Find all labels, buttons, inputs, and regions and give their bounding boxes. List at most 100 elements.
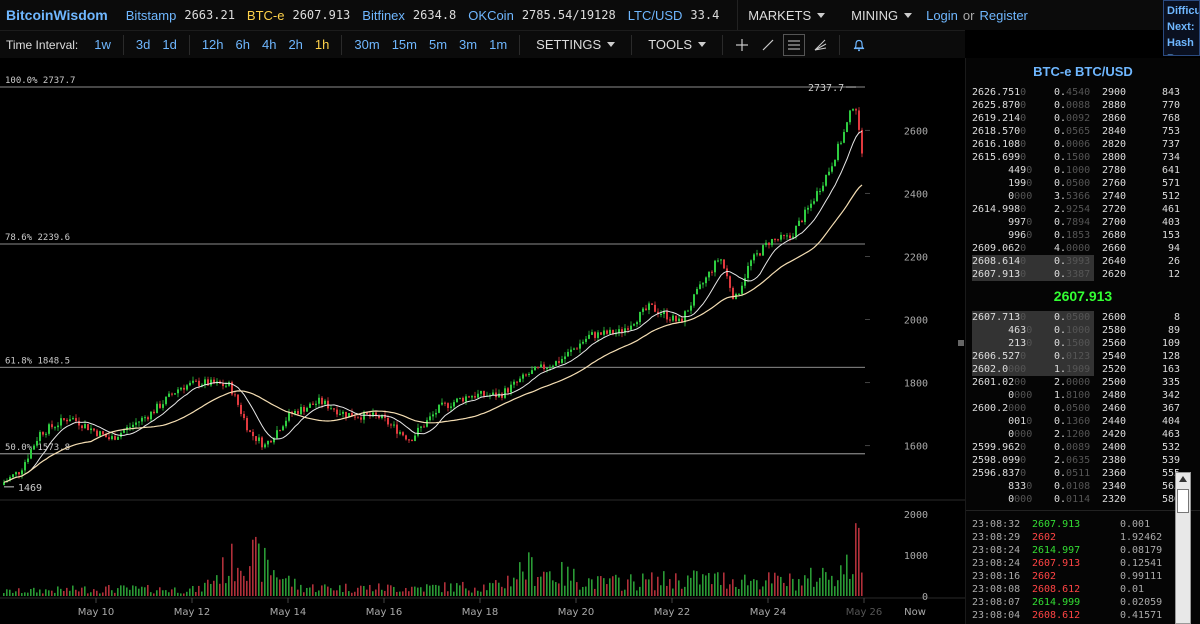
moving-average-long bbox=[3, 184, 863, 483]
candle-body bbox=[186, 385, 188, 390]
interval-6h[interactable]: 6h bbox=[235, 37, 250, 52]
candle-body bbox=[354, 416, 356, 418]
trade-price: 2608.612 bbox=[1032, 584, 1081, 595]
trades-scrollbar[interactable] bbox=[1175, 472, 1191, 624]
candle-body bbox=[660, 314, 662, 316]
order-price-main: 833 bbox=[972, 481, 1027, 492]
trade-amount: 0.99111 bbox=[1120, 571, 1163, 582]
interval-15m[interactable]: 15m bbox=[391, 37, 417, 52]
volume-bar bbox=[729, 584, 731, 596]
interval-1w[interactable]: 1w bbox=[94, 37, 111, 52]
candle-body bbox=[252, 431, 254, 437]
order-sum: 2420 bbox=[1094, 428, 1150, 441]
order-sum: 2700 bbox=[1094, 216, 1150, 229]
crosshair-icon[interactable] bbox=[731, 34, 753, 56]
interval-1h[interactable]: 1h bbox=[314, 37, 330, 52]
price-chart[interactable]: 100.0% 2737.7 78.6% 2239.6 61.8% 1848.5 50.… bbox=[0, 58, 965, 624]
exchange-name[interactable]: OKCoin bbox=[468, 7, 514, 23]
candle-body bbox=[456, 398, 458, 403]
order-price-dim: 0 bbox=[1020, 87, 1027, 98]
order-sum: 2360 bbox=[1094, 467, 1150, 480]
order-sum: 2400 bbox=[1094, 441, 1150, 454]
scroll-up-icon[interactable] bbox=[1179, 476, 1187, 482]
candle-body bbox=[135, 422, 137, 425]
candle-body bbox=[231, 382, 233, 395]
volume-bar bbox=[603, 578, 605, 596]
interval-5m[interactable]: 5m bbox=[428, 37, 448, 52]
interval-12h[interactable]: 12h bbox=[201, 37, 224, 52]
exchange-name[interactable]: Bitfinex bbox=[362, 7, 405, 23]
order-sum: 2760 bbox=[1094, 177, 1150, 190]
volume-bar bbox=[639, 586, 641, 596]
market-title: BTC-e BTC/USD bbox=[1033, 64, 1133, 79]
exchange-okcoin[interactable]: OKCoin 2785.54/19128 bbox=[468, 8, 615, 23]
candle-body bbox=[72, 418, 74, 420]
candle-body bbox=[21, 470, 23, 475]
order-amount: 1.8100 bbox=[1054, 389, 1094, 402]
candle-body bbox=[408, 439, 410, 441]
exchange-bitstamp[interactable]: Bitstamp 2663.21 bbox=[126, 8, 235, 23]
interval-2h[interactable]: 2h bbox=[288, 37, 303, 52]
order-depth: 641 bbox=[1150, 164, 1180, 177]
interval-1m[interactable]: 1m bbox=[489, 37, 508, 52]
order-price: 4630 bbox=[972, 324, 1054, 337]
trade-row: 23:08:24 2614.997 0.08179 bbox=[972, 544, 1190, 557]
trade-row: 23:08:08 2608.612 0.01 bbox=[972, 583, 1190, 596]
order-price: 0000 bbox=[972, 493, 1054, 506]
fibonacci-fan-icon[interactable] bbox=[809, 34, 831, 56]
volume-bar bbox=[744, 574, 746, 596]
candle-body bbox=[129, 427, 131, 429]
horizontal-lines-icon[interactable] bbox=[783, 33, 806, 56]
exchange-btce[interactable]: BTC-e 2607.913 bbox=[247, 8, 350, 23]
volume-bar bbox=[672, 588, 674, 596]
exchange-bitfinex[interactable]: Bitfinex 2634.8 bbox=[362, 8, 456, 23]
order-amount: 0.1000 bbox=[1054, 164, 1094, 177]
order-depth-main: 335 bbox=[1161, 377, 1180, 388]
markets-menu[interactable]: MARKETS bbox=[737, 0, 835, 30]
order-amount-main: 2. bbox=[1054, 455, 1067, 466]
volume-bar bbox=[285, 578, 287, 596]
trade-price: 2607.913 bbox=[1032, 558, 1081, 569]
volume-bar bbox=[426, 584, 428, 596]
price-tick-label: 2400 bbox=[904, 189, 928, 200]
scroll-thumb[interactable] bbox=[1177, 489, 1189, 513]
difficulty-panel[interactable]: Difficu Next: Hash R bbox=[1163, 0, 1200, 56]
volume-bar bbox=[369, 584, 371, 596]
interval-3m[interactable]: 3m bbox=[459, 37, 478, 52]
interval-3d[interactable]: 3d bbox=[135, 37, 151, 52]
candle-body bbox=[513, 381, 515, 385]
settings-menu[interactable]: SETTINGS bbox=[526, 37, 625, 52]
volume-bar bbox=[741, 579, 743, 596]
volume-bar bbox=[774, 572, 776, 596]
interval-1d[interactable]: 1d bbox=[162, 37, 177, 52]
panel-resize-handle[interactable] bbox=[958, 340, 964, 346]
trade-row: 23:08:04 2608.612 0.41571 bbox=[972, 609, 1190, 622]
order-depth-main: 94 bbox=[1167, 243, 1180, 254]
interval-30m[interactable]: 30m bbox=[354, 37, 380, 52]
volume-bar bbox=[735, 586, 737, 596]
volume-bar bbox=[126, 587, 128, 596]
volume-bar bbox=[489, 582, 491, 596]
interval-4h[interactable]: 4h bbox=[261, 37, 277, 52]
brand-logo[interactable]: BitcoinWisdom bbox=[6, 7, 108, 23]
mining-menu[interactable]: MINING bbox=[841, 0, 922, 30]
price-chart-canvas[interactable]: 100.0% 2737.7 78.6% 2239.6 61.8% 1848.5 50.… bbox=[0, 58, 965, 624]
candle-body bbox=[669, 319, 671, 321]
tools-menu[interactable]: TOOLS bbox=[638, 37, 716, 52]
login-link[interactable]: Login bbox=[926, 7, 958, 23]
exchange-name[interactable]: BTC-e bbox=[246, 7, 285, 23]
exchange-name[interactable]: Bitstamp bbox=[125, 7, 177, 23]
volume-bar bbox=[3, 593, 5, 596]
exchange-ltcusd[interactable]: LTC/USD 33.4 bbox=[628, 8, 720, 23]
register-link[interactable]: Register bbox=[979, 7, 1028, 23]
order-depth-main: 737 bbox=[1161, 139, 1180, 150]
order-row: 8330 0.0108 2340 565 bbox=[972, 480, 1184, 493]
exchange-name[interactable]: LTC/USD bbox=[627, 7, 683, 23]
order-amount-dim: 3387 bbox=[1066, 269, 1091, 280]
order-price-dim: 0 bbox=[1026, 481, 1033, 492]
volume-bar bbox=[564, 585, 566, 596]
volume-bar bbox=[207, 579, 209, 596]
volume-bar bbox=[96, 590, 98, 596]
trend-line-icon[interactable] bbox=[757, 34, 779, 56]
bell-icon[interactable] bbox=[848, 34, 870, 56]
